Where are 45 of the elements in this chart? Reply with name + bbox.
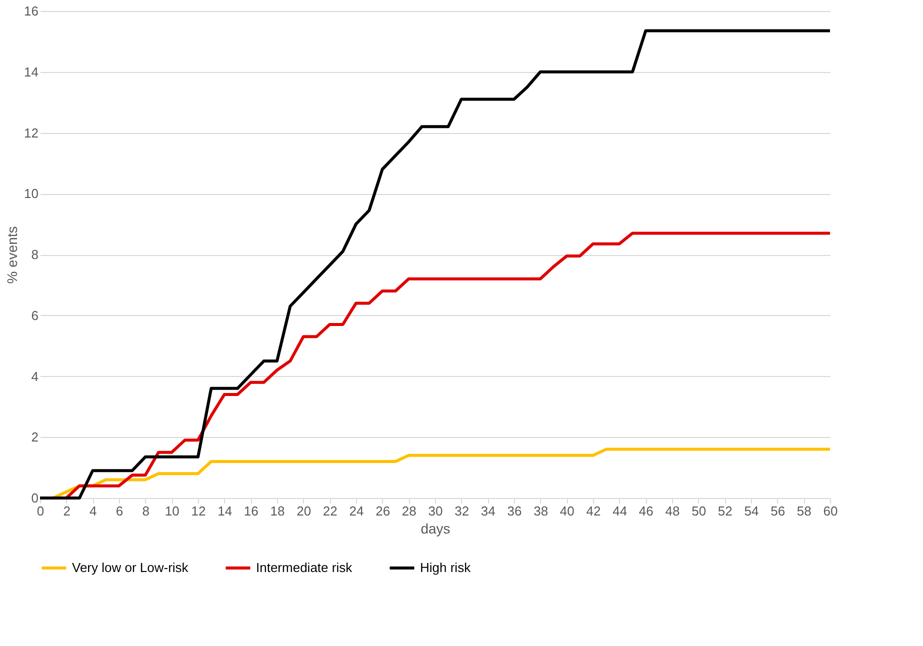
x-tick-label: 40 (560, 504, 574, 518)
x-tick-label: 28 (402, 504, 416, 518)
x-tick-label: 6 (116, 504, 124, 518)
x-tick-label: 8 (142, 504, 150, 518)
y-tick-label: 16 (24, 4, 38, 18)
x-tick-label: 30 (428, 504, 443, 518)
y-tick-label: 8 (31, 247, 38, 262)
y-tick-label: 6 (31, 308, 38, 323)
x-tick-label: 20 (296, 504, 312, 518)
y-tick-label: 14 (24, 64, 38, 80)
line-series (38, 29, 832, 500)
x-tick-label: 48 (665, 504, 680, 518)
x-tick-label: 58 (796, 504, 812, 518)
x-tick-label: 2 (63, 504, 70, 518)
x-tick-label: 34 (480, 504, 496, 518)
y-tick-label: 2 (31, 430, 38, 445)
legend-label: High risk (420, 560, 472, 575)
y-tick-label: 12 (24, 125, 38, 140)
x-axis-title: days (420, 520, 450, 536)
x-tick-label: 10 (164, 504, 180, 518)
x-tick-label: 16 (244, 504, 258, 518)
x-tick-label: 36 (507, 504, 522, 518)
y-tick-label: 10 (24, 186, 38, 202)
x-tick-label: 14 (218, 504, 232, 518)
x-tick-label: 4 (90, 504, 97, 518)
x-tick-label: 44 (612, 504, 628, 518)
y-axis-title: % events (4, 226, 20, 284)
y-tick-label: 4 (31, 368, 38, 384)
x-tick-label: 24 (349, 504, 364, 518)
y-tick-label: 0 (31, 490, 38, 506)
legend-label: Intermediate risk (256, 560, 353, 575)
x-tick-label: 46 (638, 504, 654, 518)
x-tick-label: 56 (770, 504, 786, 518)
x-tick-label: 52 (718, 504, 732, 518)
x-tick-label: 26 (376, 504, 390, 518)
x-tick-label: 18 (270, 504, 285, 518)
x-tick-label: 50 (692, 504, 706, 518)
legend-label: Very low or Low-risk (72, 560, 189, 575)
x-tick-label: 38 (534, 504, 548, 518)
x-tick-label: 54 (744, 504, 759, 518)
x-tick-label: 60 (823, 504, 838, 518)
x-tick-label: 32 (454, 504, 470, 518)
x-tick-label: 12 (191, 504, 206, 518)
x-tick-label: 22 (322, 504, 338, 518)
x-tick-label: 42 (586, 504, 601, 518)
